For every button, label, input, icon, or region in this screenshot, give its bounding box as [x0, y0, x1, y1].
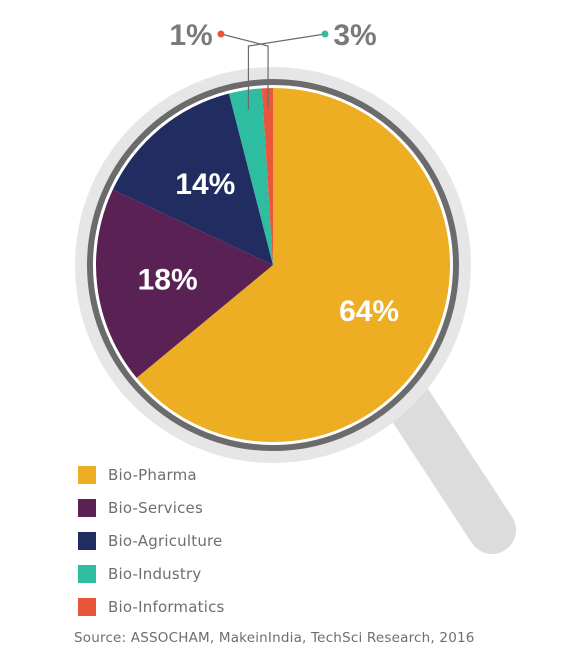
legend: Bio-Pharma Bio-Services Bio-Agriculture … — [78, 458, 225, 623]
legend-item: Bio-Services — [78, 491, 225, 524]
pie-slice — [228, 88, 273, 265]
leader-line — [247, 33, 326, 110]
legend-item: Bio-Agriculture — [78, 524, 225, 557]
legend-label: Bio-Services — [108, 498, 203, 517]
slice-label: 3% — [333, 19, 376, 52]
legend-item: Bio-Pharma — [78, 458, 225, 491]
leader-dot — [217, 30, 225, 38]
magnifier-handle — [386, 381, 516, 554]
legend-swatch — [78, 531, 96, 550]
pie-slices — [96, 88, 451, 442]
leader-lines — [217, 30, 329, 110]
legend-label: Bio-Pharma — [108, 465, 197, 484]
legend-label: Bio-Informatics — [108, 597, 225, 616]
legend-label: Bio-Agriculture — [108, 531, 223, 550]
pie-slice — [96, 189, 273, 378]
source-note: Source: ASSOCHAM, MakeinIndia, TechSci R… — [74, 630, 475, 646]
slice-label: 1% — [169, 19, 212, 52]
legend-swatch — [78, 465, 96, 484]
legend-swatch — [78, 597, 96, 616]
leader-line — [220, 33, 269, 109]
slice-label: 64% — [339, 295, 399, 328]
legend-item: Bio-Informatics — [78, 590, 225, 623]
slice-label: 14% — [175, 168, 235, 201]
pie-slice — [136, 88, 451, 442]
slice-labels: 64% 18% 14% 3% 1% — [138, 19, 400, 328]
legend-swatch — [78, 564, 96, 583]
pie-slice — [112, 93, 273, 265]
legend-label: Bio-Industry — [108, 564, 202, 583]
legend-item: Bio-Industry — [78, 557, 225, 590]
pie-slice — [261, 88, 273, 265]
leader-dot — [321, 30, 329, 38]
slice-label: 18% — [138, 263, 198, 296]
legend-swatch — [78, 498, 96, 517]
